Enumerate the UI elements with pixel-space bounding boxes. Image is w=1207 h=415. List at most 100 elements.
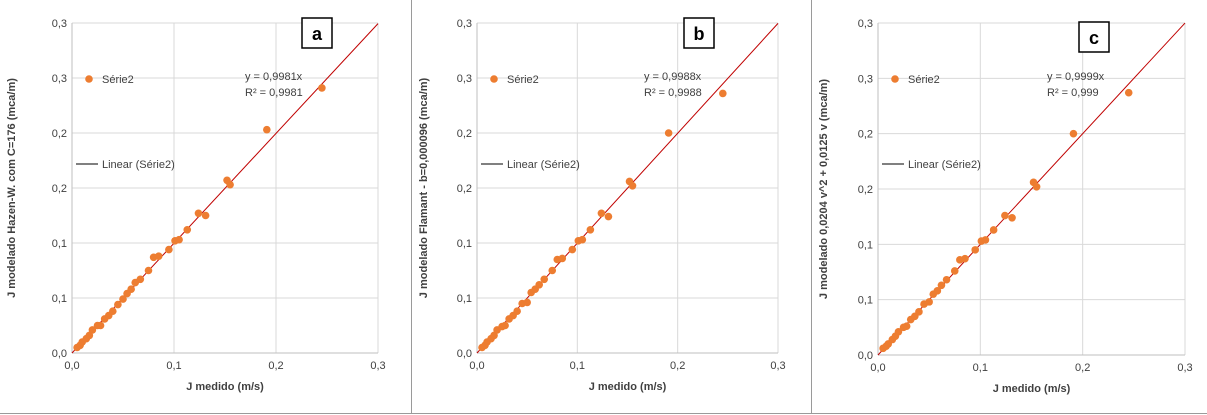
- data-point: [1032, 182, 1041, 191]
- data-point: [165, 245, 173, 254]
- x-tick-label: 0,2: [670, 360, 685, 372]
- data-point: [586, 226, 595, 234]
- data-point: [902, 322, 911, 331]
- data-point: [201, 211, 210, 220]
- legend-marker: [85, 75, 93, 83]
- data-point: [501, 321, 509, 330]
- trendline-r2: R² = 0,999: [1047, 87, 1099, 99]
- data-point: [1001, 211, 1009, 220]
- chart-panel-a: 0,0 0,1 0,2 0,3 0,0 0,1 0,1 0,2 0,2 0,3 0,3 J medid…: [0, 0, 412, 414]
- y-tick-label: 0,3: [858, 73, 873, 85]
- data-point: [933, 287, 942, 295]
- trendline-r2: R² = 0,9988: [644, 87, 702, 99]
- legend-trend-label: Linear (Série2): [102, 159, 175, 171]
- chart-svg: 0,0 0,1 0,2 0,3 0,0 0,1 0,1 0,2 0,2 0,3 0,3 J medid…: [418, 17, 786, 393]
- panel-letter: c: [1089, 28, 1099, 48]
- legend-series-label: Série2: [507, 74, 539, 86]
- x-tick-label: 0,3: [770, 360, 785, 372]
- panel-letter-box: [683, 17, 715, 49]
- trendline-equation: y = 0,9988x: [644, 71, 702, 83]
- data-point: [989, 226, 998, 234]
- x-tick-label: 0,1: [570, 360, 585, 372]
- data-point: [597, 209, 606, 218]
- data-point: [513, 307, 521, 316]
- legend-trend-label: Linear (Série2): [507, 159, 580, 171]
- data-point: [961, 254, 969, 263]
- data-point: [981, 236, 990, 244]
- x-tick-label: 0,0: [469, 360, 484, 372]
- y-tick-label: 0,1: [457, 293, 472, 305]
- data-point: [127, 285, 135, 294]
- data-point: [1124, 88, 1133, 97]
- data-point: [937, 281, 946, 290]
- data-point: [183, 226, 192, 234]
- linear-trendline: [476, 23, 779, 354]
- data-point: [719, 89, 727, 98]
- data-point: [950, 267, 959, 275]
- y-tick-label: 0,2: [457, 183, 472, 195]
- y-tick-label: 0,3: [457, 73, 472, 85]
- legend-series-label: Série2: [908, 74, 940, 86]
- legend-series-label: Série2: [102, 74, 134, 86]
- trendline-equation: y = 0,9999x: [1047, 71, 1105, 83]
- data-point: [548, 266, 557, 275]
- y-tick-label: 0,3: [52, 73, 67, 85]
- trendline-r2: R² = 0,9981: [245, 87, 303, 99]
- y-tick-label: 0,3: [858, 18, 873, 30]
- y-tick-label: 0,1: [858, 239, 873, 251]
- x-tick-label: 0,3: [370, 360, 385, 372]
- data-point: [942, 275, 951, 284]
- data-point: [535, 281, 544, 289]
- data-point: [558, 254, 567, 263]
- data-point: [144, 266, 153, 275]
- scatter-series: [73, 84, 326, 352]
- legend-marker: [490, 75, 498, 83]
- x-tick-label: 0,0: [64, 360, 79, 372]
- data-point: [194, 209, 203, 218]
- panel-letter: a: [312, 24, 323, 44]
- data-point: [568, 245, 577, 254]
- chart-panel-b: 0,0 0,1 0,2 0,3 0,0 0,1 0,1 0,2 0,2 0,3 0,3 J medid…: [412, 0, 812, 414]
- y-tick-label: 0,2: [457, 128, 472, 140]
- data-point: [114, 300, 122, 309]
- data-point: [894, 327, 903, 336]
- y-axis-label: J modelado Hazen-W. com C=176 (mca/m): [6, 78, 18, 298]
- scatter-series: [879, 88, 1133, 353]
- data-point: [1008, 213, 1016, 222]
- trendline-equation: y = 0,9981x: [245, 71, 303, 83]
- y-tick-label: 0,2: [858, 184, 873, 196]
- y-tick-label: 0,3: [457, 18, 472, 30]
- data-point: [628, 182, 637, 190]
- data-point: [604, 212, 613, 221]
- panel-letter-box: [1078, 21, 1110, 53]
- y-tick-label: 0,2: [858, 129, 873, 141]
- y-tick-label: 0,1: [858, 295, 873, 307]
- data-point: [971, 246, 980, 254]
- x-tick-label: 0,2: [1075, 362, 1090, 374]
- x-axis-label: J medido (m/s): [589, 381, 667, 393]
- y-tick-label: 0,1: [52, 293, 67, 305]
- legend-marker: [891, 75, 899, 83]
- legend-trend-label: Linear (Série2): [908, 159, 981, 171]
- data-point: [664, 129, 673, 137]
- data-point: [119, 295, 127, 303]
- panel-letter: b: [694, 24, 705, 44]
- y-tick-label: 0,1: [52, 238, 67, 250]
- data-point: [915, 308, 923, 316]
- chart-svg: 0,0 0,1 0,2 0,3 0,0 0,1 0,1 0,2 0,2 0,3 0,3 J medid…: [6, 17, 386, 393]
- data-point: [925, 298, 933, 306]
- y-tick-label: 0,2: [52, 128, 67, 140]
- data-point: [88, 326, 97, 334]
- data-point: [109, 307, 117, 316]
- x-tick-label: 0,3: [1177, 362, 1192, 374]
- scatter-series: [478, 89, 727, 352]
- y-tick-label: 0,3: [52, 18, 67, 30]
- y-tick-label: 0,0: [457, 348, 472, 360]
- x-tick-label: 0,1: [973, 362, 988, 374]
- data-point: [136, 275, 145, 284]
- data-point: [540, 275, 549, 284]
- data-point: [263, 125, 271, 134]
- x-tick-label: 0,0: [870, 362, 885, 374]
- y-axis-label: J modelado 0,0204 v^2 + 0,0125 v (mca/m): [818, 79, 830, 299]
